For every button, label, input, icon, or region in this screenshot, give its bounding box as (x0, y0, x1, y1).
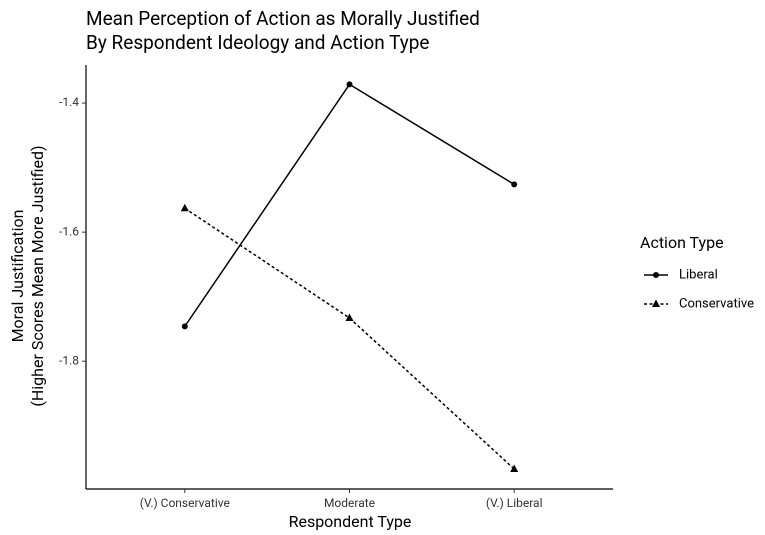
y-axis-label: Moral Justification (8, 210, 27, 343)
y-tick-label: -1.6 (59, 224, 79, 238)
legend-label: Conservative (679, 296, 754, 311)
x-tick-label: (V.) Conservative (140, 496, 230, 510)
data-point (181, 323, 188, 330)
y-tick-label: -1.8 (59, 353, 79, 367)
data-point (510, 464, 519, 472)
data-point (346, 81, 353, 88)
chart-title: Mean Perception of Action as Morally Jus… (86, 7, 480, 30)
series-line (184, 207, 515, 470)
x-axis-label: Respondent Type (289, 512, 412, 531)
data-point (345, 313, 354, 321)
x-tick-label: (V.) Liberal (486, 496, 543, 510)
y-axis-label: (Higher Scores Mean More Justified) (28, 145, 47, 406)
data-point (511, 181, 518, 188)
legend-title: Action Type (640, 233, 724, 252)
legend-label: Liberal (679, 267, 718, 282)
chart-title: By Respondent Ideology and Action Type (86, 31, 429, 54)
legend-marker (652, 299, 660, 307)
y-tick-label: -1.4 (59, 95, 79, 109)
data-point (180, 203, 189, 212)
x-tick-label: Moderate (324, 496, 375, 510)
series-line (184, 83, 515, 327)
legend-marker (653, 272, 659, 278)
